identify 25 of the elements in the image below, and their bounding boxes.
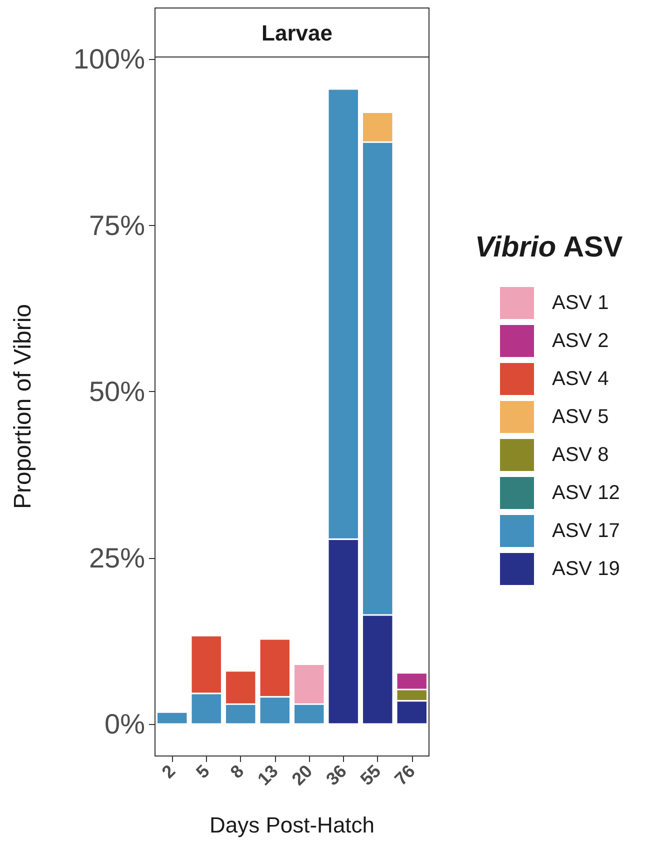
y-tick-label: 50% <box>88 376 145 408</box>
legend-label: ASV 17 <box>552 520 620 542</box>
legend-label: ASV 19 <box>552 558 620 580</box>
chart-title: Larvae <box>262 20 332 46</box>
x-tick-label: 76 <box>390 760 419 790</box>
legend-label: ASV 8 <box>552 444 609 466</box>
y-tick-label: 75% <box>88 210 145 241</box>
x-tick-label: 8 <box>226 760 248 782</box>
legend-label: ASV 1 <box>552 292 609 314</box>
x-tick-label: 5 <box>192 760 214 782</box>
x-tick-label: 36 <box>322 760 350 790</box>
legend-title: Vibrio ASV <box>475 232 624 264</box>
y-tick-label: 0% <box>104 708 145 740</box>
x-tick-label: 2 <box>158 760 180 782</box>
legend-label: ASV 2 <box>552 330 609 352</box>
x-axis-title: Days Post-Hatch <box>209 812 375 838</box>
x-tick-label: 20 <box>288 760 316 790</box>
legend-label: ASV 5 <box>552 406 609 428</box>
legend-label: ASV 4 <box>552 368 609 390</box>
x-tick-label: 13 <box>254 760 282 790</box>
y-tick-label: 100% <box>73 43 145 74</box>
y-axis-title: Proportion of Vibrio <box>10 304 36 510</box>
x-tick-label: 55 <box>356 760 385 790</box>
legend-label: ASV 12 <box>552 482 620 504</box>
y-tick-label: 25% <box>88 542 145 574</box>
